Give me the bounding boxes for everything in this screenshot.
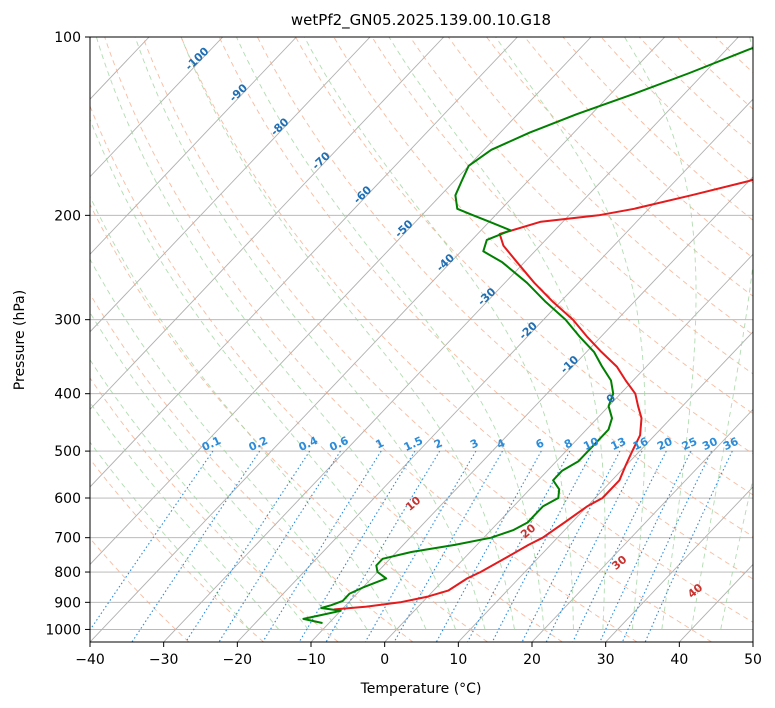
mixing-ratio-line [298,450,416,642]
isotherm-line [605,486,753,642]
isotherm-line [90,37,445,411]
mixing-ratio-line [262,450,382,642]
mixing-ratio-line [393,450,503,642]
moist-adiabat-line [90,195,397,630]
dry-adiabat-line [142,37,712,642]
dry-adiabat-line [371,37,753,415]
y-tick-label: 700 [54,531,81,547]
mixing-ratio-label: 36 [721,435,741,453]
x-tick-label: 0 [380,652,389,668]
y-tick-label: 900 [54,595,81,611]
y-tick-label: 500 [54,444,81,460]
mixing-ratio-label: 16 [631,435,651,453]
series-layer [302,46,753,624]
isotherm-line [458,331,753,642]
isotherm-line [310,176,753,642]
mixing-ratio-line [467,450,571,642]
y-tick-label: 800 [54,565,81,581]
mixing-ratio-line [491,450,594,642]
isotherm-line [90,37,371,333]
dry-adiabat-line [90,293,414,642]
moist-adiabat-line [90,311,339,630]
dry-adiabat-line [295,37,753,496]
mixing-ratio-line [572,450,667,642]
mixing-ratio-line [599,450,692,642]
moist-adiabat-line [624,37,697,630]
y-tick-label: 300 [54,313,81,329]
mixing-ratio-line [218,450,341,642]
dry-adiabat-line [90,104,563,642]
dry-adiabat-line [180,37,753,623]
isotherm-line [0,37,2,642]
mixing-ratio-label: 10 [581,435,601,453]
mixing-ratio-line [90,450,214,631]
dry-adiabat-line [90,458,264,642]
isotherm-line [90,37,224,178]
moist-adiabat-line [236,37,545,630]
dry-adiabat-line [333,37,753,455]
temperature-profile-line [333,178,753,611]
x-tick-label: 40 [670,652,688,668]
moist-adiabat-line [304,37,574,630]
x-tick-label: −10 [296,652,326,668]
y-tick-label: 400 [54,387,81,403]
moist-adiabat-line [690,37,753,630]
mixing-ratio-line [325,450,441,642]
mixing-ratio-line [435,450,542,642]
dry-adiabat-line [90,203,488,642]
moist-adiabat-line [388,37,606,630]
chart-title: wetPf2_GN05.2025.139.00.10.G18 [291,11,551,30]
moist-adiabat-line [90,441,250,630]
dry-adiabat-line [754,37,775,642]
dewpoint-profile-line [302,46,753,624]
x-tick-label: 10 [449,652,467,668]
y-tick-label: 1000 [45,622,81,638]
isotherm-line [384,253,753,642]
mixing-ratio-line [364,450,477,642]
mixing-ratio-label: 30 [700,435,720,453]
y-axis-label: Pressure (hPa) [12,290,28,390]
mixing-ratio-line [644,450,733,642]
plot-frame [89,36,754,643]
y-tick-label: 200 [54,208,81,224]
x-tick-label: 30 [597,652,615,668]
moist-adiabat-line [495,37,646,630]
x-tick-label: 20 [523,652,541,668]
isotherm-line [531,408,753,642]
x-tick-label: 50 [744,652,762,668]
moist-adiabat-line [90,118,427,630]
moist-adiabat-line [90,358,309,630]
y-tick-label: 600 [54,491,81,507]
x-axis-label: Temperature (°C) [360,681,482,697]
moist-adiabat-line [90,401,280,630]
isotherm-line [90,37,592,566]
mixing-ratio-label: 25 [680,435,699,453]
moist-adiabat-line [95,37,456,630]
axes-layer: −40 −30 −20 −10 0 10 20 30 40 50 100 200 300 400 500 60… [45,30,762,668]
mixing-ratio-label: 20 [655,435,675,453]
dry-adiabat-line [638,37,753,147]
x-tick-label: −40 [75,652,105,668]
dry-adiabat-line [104,37,638,642]
isotherm-line [90,37,518,488]
moist-adiabat-line [134,37,486,630]
mixing-ratio-label: 13 [609,435,628,453]
isotherm-line [752,641,753,642]
x-tick-label: −20 [223,652,253,668]
grid-layer [0,37,775,642]
isotherm-line [163,37,739,642]
isotherm-line [237,98,753,642]
isotherm-line [90,37,297,255]
dry-adiabat-line [90,537,190,642]
x-tick-label: −30 [149,652,179,668]
isotherm-line [90,37,666,642]
y-tick-label: 100 [54,30,81,46]
